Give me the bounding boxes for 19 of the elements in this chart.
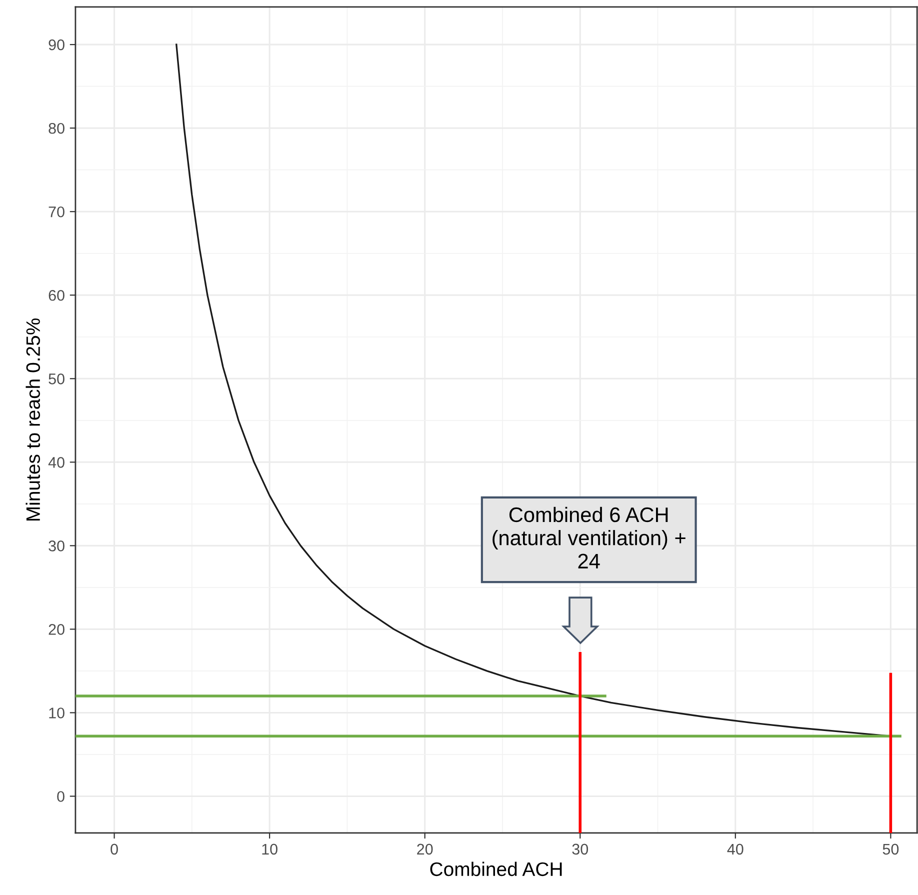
y-tick-label: 60 (48, 290, 64, 301)
x-axis-title: Combined ACH (430, 862, 562, 876)
x-tick-label: 0 (110, 844, 118, 855)
x-tick-label: 10 (262, 844, 278, 855)
y-tick-label: 70 (48, 206, 64, 218)
x-tick-label: 30 (572, 844, 588, 855)
x-tick-label: 50 (882, 844, 899, 855)
y-tick-label: 50 (48, 374, 64, 384)
y-tick-label: 0 (57, 791, 64, 802)
x-tick-label: 20 (417, 844, 433, 855)
y-tick-label: 80 (48, 122, 64, 134)
x-tick-label: 40 (727, 844, 744, 855)
y-tick-label: 10 (49, 708, 64, 718)
annotation: Combined 6 ACH (natural ventilation) + 24 (492, 506, 686, 568)
y-axis-title: Minutes to reach 0.25% (26, 318, 40, 521)
y-tick-label: 40 (48, 457, 64, 468)
y-tick-label: 20 (48, 624, 64, 635)
y-tick-label: 30 (48, 540, 64, 552)
y-tick-label: 90 (48, 39, 64, 50)
